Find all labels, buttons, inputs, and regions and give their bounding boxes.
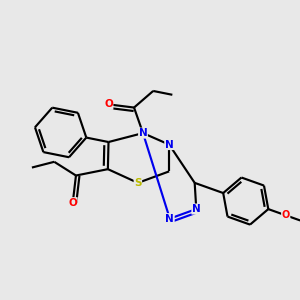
Text: S: S	[134, 178, 142, 188]
Text: O: O	[68, 198, 77, 208]
Text: O: O	[104, 99, 113, 110]
Text: N: N	[165, 140, 173, 150]
Text: O: O	[282, 210, 290, 220]
Text: N: N	[192, 204, 201, 214]
Text: N: N	[165, 214, 174, 224]
Text: N: N	[139, 128, 147, 138]
